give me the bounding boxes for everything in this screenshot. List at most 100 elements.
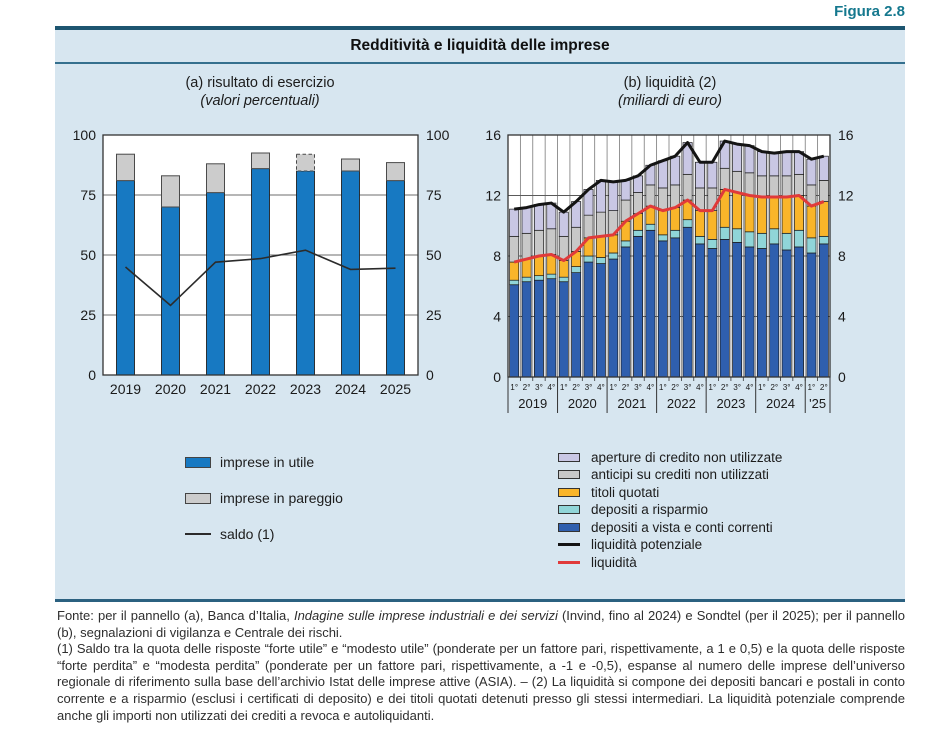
svg-text:2023: 2023 bbox=[290, 381, 321, 397]
svg-text:25: 25 bbox=[80, 307, 96, 323]
svg-text:2021: 2021 bbox=[617, 396, 646, 411]
footnote-source-prefix: Fonte: per il pannello (a), Banca d’Ital… bbox=[57, 608, 294, 623]
svg-text:3°: 3° bbox=[733, 383, 741, 392]
svg-text:100: 100 bbox=[73, 127, 97, 143]
svg-text:25: 25 bbox=[426, 307, 442, 323]
footnote-source: Fonte: per il pannello (a), Banca d’Ital… bbox=[57, 608, 905, 641]
legend-label: aperture di credito non utilizzate bbox=[591, 449, 783, 465]
svg-text:1°: 1° bbox=[808, 383, 816, 392]
svg-text:75: 75 bbox=[426, 187, 442, 203]
legend-item: depositi a risparmio bbox=[558, 502, 782, 517]
svg-text:4°: 4° bbox=[547, 383, 555, 392]
legend-item: titoli quotati bbox=[558, 484, 782, 500]
svg-text:0: 0 bbox=[493, 369, 501, 385]
svg-text:0: 0 bbox=[838, 369, 846, 385]
svg-text:2020: 2020 bbox=[568, 396, 597, 411]
svg-text:1°: 1° bbox=[659, 383, 667, 392]
svg-text:2°: 2° bbox=[770, 383, 778, 392]
line-liquidità bbox=[513, 187, 825, 264]
svg-text:4°: 4° bbox=[746, 383, 754, 392]
legend-label: anticipi su crediti non utilizzati bbox=[591, 467, 769, 482]
panel-b-title-line: (b) liquidità (2) bbox=[623, 75, 717, 91]
legend-label: saldo (1) bbox=[220, 526, 275, 542]
legend-item: imprese in pareggio bbox=[185, 490, 343, 506]
legend-item: saldo (1) bbox=[185, 526, 343, 542]
legend-swatch bbox=[558, 487, 580, 497]
panel-b-legend: aperture di credito non utilizzate antici… bbox=[558, 449, 783, 574]
svg-text:2020: 2020 bbox=[155, 381, 186, 397]
legend-swatch bbox=[558, 452, 580, 462]
footnote-source-suffix: (Invind, fino al 2024) e Sondtel (per il… bbox=[57, 608, 905, 640]
legend-label: imprese in utile bbox=[220, 454, 315, 470]
svg-text:2°: 2° bbox=[622, 383, 630, 392]
legend-item: imprese in utile bbox=[185, 454, 343, 470]
svg-text:1°: 1° bbox=[560, 383, 568, 392]
svg-text:100: 100 bbox=[426, 127, 450, 143]
svg-text:8: 8 bbox=[838, 248, 846, 264]
panel-a-svg: 0 0 25 25 50 50 75 75 100 100 2019 2020 2021 2022 2023… bbox=[73, 127, 450, 397]
legend-swatch bbox=[185, 456, 211, 468]
figure-title: Redditività e liquidità delle imprese bbox=[55, 30, 905, 64]
svg-text:3°: 3° bbox=[783, 383, 791, 392]
svg-text:3°: 3° bbox=[634, 383, 642, 392]
footnote-notes: (1) Saldo tra la quota delle risposte “f… bbox=[57, 641, 905, 723]
panel-b-x-axis: 1° 2° 3° 4° 1° 2° 3° 4° 1° 2° 3° 4° 1° 2° 3° 4° 1° 2° 3° 4°… bbox=[507, 377, 831, 413]
svg-text:50: 50 bbox=[80, 247, 96, 263]
legend-swatch bbox=[558, 505, 580, 514]
svg-text:12: 12 bbox=[485, 188, 501, 204]
legend-item: liquidità potenziale bbox=[558, 537, 782, 552]
svg-text:2022: 2022 bbox=[245, 381, 276, 397]
legend-item: liquidità bbox=[558, 554, 782, 570]
legend-item: anticipi su crediti non utilizzati bbox=[558, 467, 782, 482]
svg-text:4: 4 bbox=[493, 309, 501, 325]
svg-text:2024: 2024 bbox=[766, 396, 795, 411]
svg-text:2024: 2024 bbox=[335, 381, 366, 397]
legend-label: imprese in pareggio bbox=[220, 490, 343, 506]
svg-text:3°: 3° bbox=[585, 383, 593, 392]
svg-text:2019: 2019 bbox=[518, 396, 547, 411]
panel-b-subtitle: (miliardi di euro) bbox=[618, 93, 722, 109]
svg-text:1°: 1° bbox=[758, 383, 766, 392]
legend-label: titoli quotati bbox=[591, 484, 660, 500]
panel-b-title: (b) liquidità (2) (miliardi di euro) bbox=[505, 74, 835, 110]
svg-text:2022: 2022 bbox=[667, 396, 696, 411]
panel-b-chart: 0 0 4 4 8 8 12 12 16 16 1° 2° 3° 4° 1° 2° 3° 4° 1° 2° 3° 4° 1°… bbox=[455, 125, 885, 430]
legend-item: depositi a vista e conti correnti bbox=[558, 520, 782, 535]
svg-text:2021: 2021 bbox=[200, 381, 231, 397]
footnote: Fonte: per il pannello (a), Banca d’Ital… bbox=[57, 608, 905, 724]
legend-item: aperture di credito non utilizzate bbox=[558, 449, 783, 465]
svg-text:3°: 3° bbox=[684, 383, 692, 392]
legend-swatch bbox=[558, 543, 580, 546]
legend-swatch bbox=[185, 492, 211, 504]
footnote-source-italic: Indagine sulle imprese industriali e dei… bbox=[293, 608, 558, 623]
svg-text:2°: 2° bbox=[721, 383, 729, 392]
svg-text:4°: 4° bbox=[795, 383, 803, 392]
panel-a-title-line: (a) risultato di esercizio bbox=[185, 75, 335, 91]
panel-a-chart: 0 0 25 25 50 50 75 75 100 100 2019 2020 2021 2022 2023… bbox=[60, 125, 455, 415]
svg-text:2°: 2° bbox=[572, 383, 580, 392]
line-liquidità-potenziale bbox=[514, 139, 825, 214]
figure-number-label: Figura 2.8 bbox=[834, 3, 905, 20]
svg-text:1°: 1° bbox=[609, 383, 617, 392]
svg-text:1°: 1° bbox=[510, 383, 518, 392]
panel-a-subtitle: (valori percentuali) bbox=[200, 93, 320, 109]
svg-text:16: 16 bbox=[485, 127, 501, 143]
legend-label: liquidità bbox=[591, 554, 637, 570]
svg-text:75: 75 bbox=[80, 187, 96, 203]
svg-text:4: 4 bbox=[838, 309, 846, 325]
svg-text:0: 0 bbox=[426, 367, 434, 383]
svg-text:2°: 2° bbox=[523, 383, 531, 392]
legend-swatch bbox=[558, 470, 580, 479]
legend-label: depositi a risparmio bbox=[591, 502, 709, 517]
legend-label: liquidità potenziale bbox=[591, 537, 703, 552]
svg-text:0: 0 bbox=[88, 367, 96, 383]
panel-a-legend: imprese in utile imprese in pareggio saldo… bbox=[185, 454, 343, 563]
svg-text:1°: 1° bbox=[708, 383, 716, 392]
svg-text:12: 12 bbox=[838, 188, 854, 204]
figure-box: Redditività e liquidità delle imprese (a… bbox=[55, 26, 905, 602]
legend-swatch bbox=[558, 560, 580, 564]
svg-text:2°: 2° bbox=[820, 383, 828, 392]
legend-swatch bbox=[185, 533, 211, 535]
